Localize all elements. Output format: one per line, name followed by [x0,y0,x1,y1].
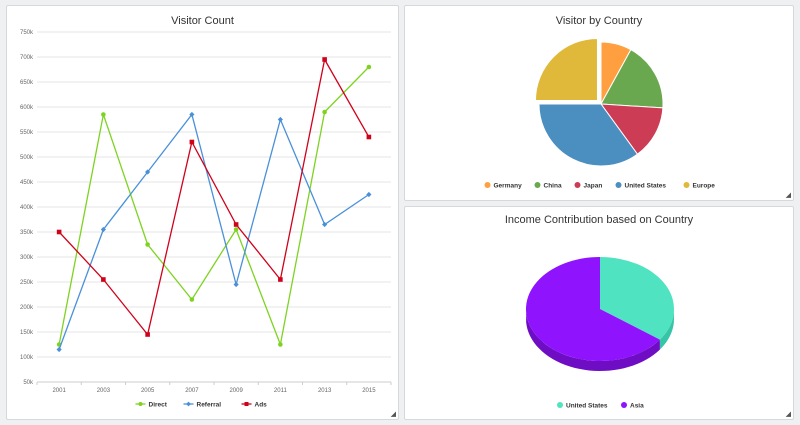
income-title: Income Contribution based on Country [504,214,694,226]
pie-side-asia [526,312,660,371]
x-tick-label: 2009 [229,388,243,394]
legend-label-china: China [544,182,562,189]
data-point-direct [278,342,283,347]
x-tick-label: 2011 [274,388,288,394]
income-panel: Income Contribution based on Country Uni… [404,206,794,420]
legend-label-united-states: United States [625,182,667,189]
pie-slice-china [600,48,664,109]
y-tick-label: 50k [23,380,34,386]
visitor-count-panel: Visitor Count 50k 100k 150k 200k 250k 300k 350… [6,5,399,420]
data-point-referral [189,111,195,118]
y-tick-label: 650k [20,80,34,86]
data-point-direct [366,64,372,70]
y-tick-label: 450k [20,180,34,186]
series-line-referral [58,113,370,350]
data-point-direct [189,297,195,302]
y-tick-label: 250k [20,280,34,286]
income-chart: United States Asia [526,257,674,409]
y-tick-label: 200k [20,305,34,311]
visitor-country-chart: Germany China Japan United States Europe [484,37,716,189]
legend-marker-asia [621,402,627,408]
series-line-ads [58,57,370,336]
legend-label-ads: Ads [255,401,268,408]
legend-marker-china [534,182,541,188]
legend-label-europe: Europe [693,182,716,189]
data-point-ads [322,57,327,62]
x-tick-label: 2007 [185,388,199,394]
x-tick-label: 2003 [97,388,111,394]
data-point-ads [56,229,62,235]
visitor-count-chart: 50k 100k 150k 200k 250k 300k 350k 400k 450k 500k 5… [20,30,392,408]
legend-marker-japan [574,182,581,188]
data-point-direct [233,227,239,232]
pie-slice-japan [599,103,664,155]
resize-corner-icon[interactable]: ◢ [785,411,791,418]
data-point-direct [145,242,150,247]
y-tick-label: 350k [20,230,34,236]
data-point-ads [145,332,150,337]
data-point-ads [189,139,195,145]
pie-slice-united-states [538,103,639,167]
legend-marker-united-states [557,402,563,408]
x-tick-label: 2001 [52,388,66,394]
y-tick-label: 600k [20,105,34,111]
resize-corner-icon[interactable]: ◢ [785,192,791,199]
y-tick-label: 550k [20,130,34,136]
data-point-referral [100,226,106,233]
data-point-direct [101,112,106,117]
y-tick-label: 300k [20,255,34,261]
y-tick-label: 400k [20,205,34,211]
x-tick-label: 2005 [141,388,155,394]
legend-label-direct: Direct [149,401,168,408]
resize-corner-icon[interactable]: ◢ [390,411,396,418]
data-point-ads [366,134,372,140]
x-tick-label: 2015 [362,388,376,394]
data-point-referral [145,169,151,175]
visitor-country-panel: Visitor by Country Germany China Japan Unit… [404,5,794,201]
x-tick-label: 2013 [318,388,332,394]
data-point-ads [101,277,106,282]
data-point-referral [277,116,283,123]
visitor-country-title: Visitor by Country [555,15,643,27]
data-point-referral [322,221,328,228]
legend-label-referral: Referral [197,401,222,408]
pie-slice-united-states [600,257,674,340]
data-point-ads [233,222,239,227]
legend-label-germany: Germany [494,182,523,189]
data-point-ads [278,277,283,282]
series-line-direct [58,66,370,347]
legend-marker-germany [484,182,491,188]
legend-marker-referral [186,401,191,407]
legend-label-japan: Japan [584,182,603,189]
visitor-count-title: Visitor Count [171,15,234,27]
data-point-referral [56,346,62,353]
y-tick-label: 100k [20,355,34,361]
legend-marker-direct [138,402,143,406]
pie-side-united-states [659,309,674,350]
legend-label-united-states: United States [566,402,608,409]
legend-marker-ads [244,402,249,406]
pie-slice-europe [534,37,598,101]
y-tick-label: 500k [20,155,34,161]
legend-marker-europe [683,182,690,188]
data-point-referral [366,191,372,198]
data-point-referral [233,281,239,288]
legend-marker-united-states [615,182,622,188]
legend-label-asia: Asia [630,402,644,409]
pie-slice-asia [526,257,660,361]
y-tick-label: 750k [20,30,34,36]
data-point-direct [322,109,327,115]
y-tick-label: 150k [20,330,34,336]
y-tick-label: 700k [20,55,34,61]
